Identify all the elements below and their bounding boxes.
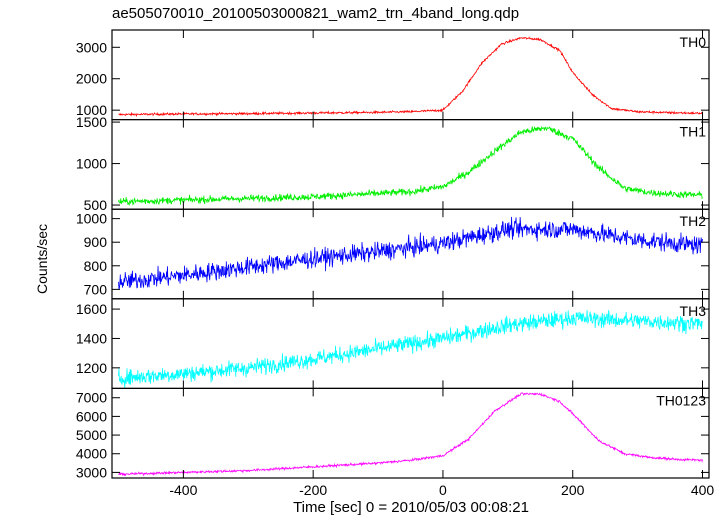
y-tick-label: 900 [84, 234, 108, 250]
panel-frame [111, 387, 710, 479]
y-tick-label: 3000 [76, 39, 107, 55]
series-line-th0 [118, 36, 703, 117]
x-axis-label: Time [sec] 0 = 2010/05/03 00:08:21 [293, 499, 529, 516]
y-tick-label: 2000 [76, 71, 107, 87]
chart-title: ae505070010_20100503000821_wam2_trn_4ban… [112, 5, 519, 22]
y-tick-label: 1600 [76, 301, 107, 317]
y-tick-label: 1000 [76, 211, 107, 227]
panel-label: TH2 [680, 213, 707, 229]
y-tick-label: 6000 [76, 408, 107, 424]
y-tick-label: 500 [84, 197, 108, 213]
y-tick-label: 700 [84, 281, 108, 297]
y-tick-label: 7000 [76, 390, 107, 406]
panel-th1: 500 1000 1500 TH1 [76, 114, 710, 213]
y-tick-label: 1000 [76, 102, 107, 118]
series-line-th3 [118, 309, 703, 389]
panel-label: TH3 [680, 303, 707, 319]
panel-th3: 1200 1400 1600 TH3 [76, 298, 710, 389]
y-axis-label: Counts/sec [34, 224, 50, 294]
y-tick-label: 5000 [76, 427, 107, 443]
y-tick-label: 4000 [76, 446, 107, 462]
y-tick-label: 1500 [76, 114, 107, 130]
x-tick-label: 400 [691, 482, 715, 498]
y-tick-label: 1000 [76, 156, 107, 172]
panel-th0: 1000 2000 3000 TH0 [76, 29, 710, 121]
panel-frame [111, 29, 710, 121]
x-tick-label: 0 [439, 482, 447, 498]
panel-frame [111, 118, 710, 210]
panel-label: TH0123 [656, 392, 706, 408]
y-tick-label: 1200 [76, 360, 107, 376]
panel-label: TH0 [680, 34, 707, 50]
panel-frame [111, 208, 710, 300]
x-tick-label: 200 [561, 482, 585, 498]
series-line-th0123 [118, 392, 703, 477]
series-line-th1 [118, 125, 703, 207]
panel-th2: 700 800 900 1000 TH2 [76, 208, 710, 300]
series-line-th2 [118, 216, 703, 290]
panel-label: TH1 [680, 124, 707, 140]
x-tick-label: -400 [169, 482, 197, 498]
panel-th0123: 3000 4000 5000 6000 7000 TH0123 [76, 387, 710, 480]
y-tick-label: 3000 [76, 464, 107, 480]
y-tick-label: 1400 [76, 330, 107, 346]
x-tick-label: -200 [299, 482, 327, 498]
y-tick-label: 800 [84, 258, 108, 274]
